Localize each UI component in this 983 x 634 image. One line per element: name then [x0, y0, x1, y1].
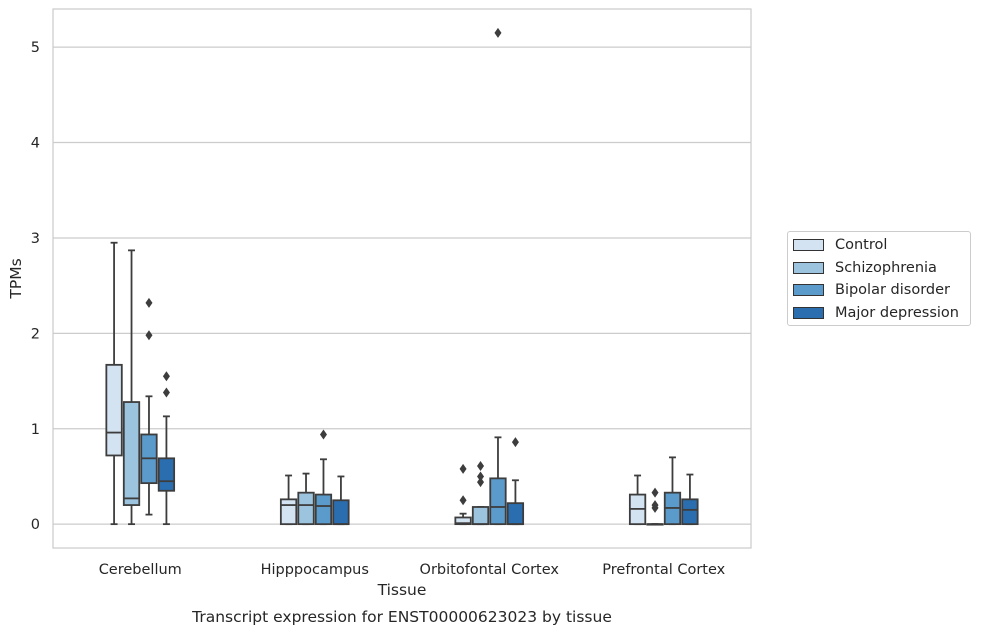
legend-label-schizophrenia: Schizophrenia: [835, 260, 937, 276]
box-iqr: [332, 499, 350, 526]
box-iqr: [471, 506, 490, 526]
outlier-point: [162, 371, 170, 382]
plot-frame: [52, 8, 752, 549]
x-tick-label: Orbitofontal Cortex: [420, 562, 560, 578]
y-tick-label: 2: [31, 326, 40, 342]
box-schizophrenia: [471, 460, 490, 526]
y-tick-label: 1: [31, 422, 40, 438]
legend-swatch-major-depression: [793, 307, 824, 319]
outlier-point: [319, 429, 327, 440]
y-tick-label: 3: [31, 231, 40, 247]
legend: Control Schizophrenia Bipolar disorder M…: [787, 231, 971, 326]
legend-label-bipolar-disorder: Bipolar disorder: [835, 282, 950, 298]
box-schizophrenia: [646, 487, 664, 526]
box-major-depression: [506, 437, 525, 526]
outlier-point: [459, 495, 467, 506]
box-control: [628, 474, 647, 526]
boxplots: [105, 27, 699, 526]
legend-swatch-bipolar-disorder: [793, 284, 824, 296]
box-bipolar-disorder: [489, 27, 507, 526]
outlier-point: [477, 477, 485, 488]
x-tick-label: Prefrontal Cortex: [602, 562, 725, 578]
box-iqr: [157, 457, 176, 492]
box-control: [279, 474, 298, 526]
x-tick-label: Hipppocampus: [261, 562, 369, 578]
outlier-point: [651, 500, 659, 511]
gridlines: [53, 46, 751, 525]
box-schizophrenia: [297, 472, 315, 526]
outlier-point: [494, 27, 502, 38]
box-iqr: [454, 516, 472, 526]
outlier-point: [145, 297, 153, 308]
x-axis-label: Tissue: [377, 581, 427, 599]
chart-title: Transcript expression for ENST0000062302…: [191, 608, 612, 626]
legend-swatch-control: [793, 239, 824, 251]
outlier-point: [477, 471, 485, 482]
box-major-depression: [332, 475, 350, 526]
legend-item-bipolar-disorder: Bipolar disorder: [793, 280, 950, 300]
legend-label-control: Control: [835, 237, 888, 253]
legend-swatch-schizophrenia: [793, 262, 824, 274]
legend-item-major-depression: Major depression: [793, 303, 959, 323]
box-major-depression: [157, 371, 176, 526]
x-tick-label: Cerebellum: [99, 562, 182, 578]
box-bipolar-disorder: [314, 429, 333, 526]
box-iqr: [297, 491, 315, 526]
outlier-point: [162, 387, 170, 398]
legend-item-schizophrenia: Schizophrenia: [793, 258, 937, 278]
legend-label-major-depression: Major depression: [835, 305, 959, 321]
box-control: [454, 463, 472, 526]
box-iqr: [681, 498, 699, 526]
outlier-point: [651, 487, 659, 498]
box-schizophrenia: [122, 249, 141, 526]
x-tick-labels: Cerebellum Hipppocampus Orbitofontal Corte…: [99, 562, 726, 578]
box-iqr: [105, 363, 123, 457]
outlier-point: [145, 330, 153, 341]
box-iqr: [122, 401, 141, 506]
box-iqr: [279, 498, 298, 526]
box-iqr: [489, 477, 507, 526]
box-iqr: [314, 493, 333, 526]
box-major-depression: [681, 473, 699, 526]
legend-item-control: Control: [793, 235, 887, 255]
box-control: [105, 241, 123, 526]
outlier-point: [511, 437, 519, 448]
y-tick-label: 0: [31, 517, 40, 533]
y-tick-label: 4: [31, 136, 40, 152]
outlier-point: [459, 463, 467, 474]
y-tick-labels: 0 1 2 3 4 5: [31, 40, 40, 533]
box-bipolar-disorder: [140, 297, 158, 516]
y-tick-label: 5: [31, 40, 40, 56]
outlier-point: [477, 460, 485, 471]
y-axis-label: TPMs: [7, 258, 25, 299]
box-bipolar-disorder: [663, 456, 682, 526]
box-iqr: [506, 502, 525, 526]
